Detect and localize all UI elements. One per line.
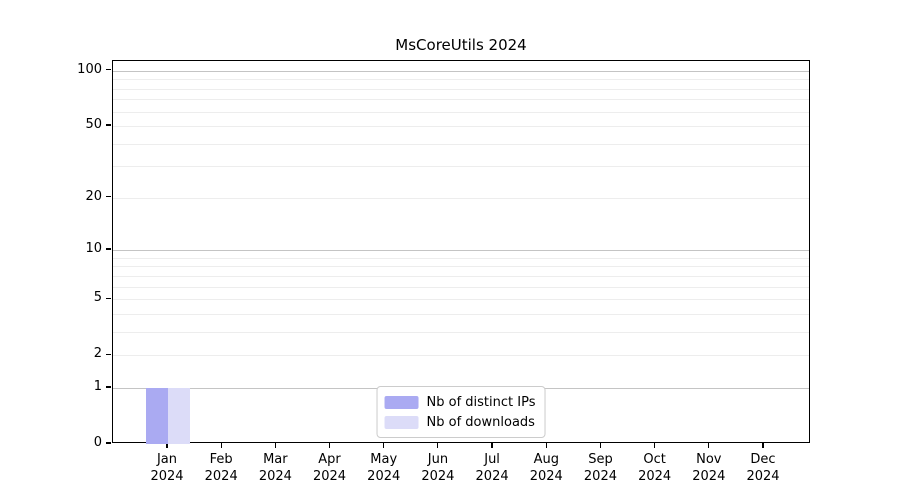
gridline-minor (113, 88, 809, 90)
y-axis-tick-label: 1 (93, 378, 102, 394)
x-axis-tick-label: Feb 2024 (204, 452, 238, 484)
chart-title: MsCoreUtils 2024 (395, 36, 527, 54)
gridline-minor (113, 275, 809, 277)
x-axis-tick-label: Jan 2024 (150, 452, 184, 484)
x-axis-tick (654, 443, 656, 448)
y-axis-tick (106, 386, 111, 388)
y-axis-tick (106, 353, 111, 355)
bar-nb-of-distinct-ips (146, 387, 168, 444)
y-axis-tick (106, 442, 111, 444)
gridline-minor (113, 111, 809, 113)
y-axis-tick-label: 50 (85, 117, 102, 133)
y-axis-tick (106, 248, 111, 250)
y-axis-tick (106, 124, 111, 126)
y-axis-tick (106, 196, 111, 198)
y-axis-tick-label: 100 (77, 61, 102, 77)
y-axis-tick-label: 0 (93, 435, 102, 450)
legend-swatch-distinct-ips (384, 395, 419, 409)
x-axis-tick-label: Jul 2024 (475, 452, 509, 484)
x-axis-tick (491, 443, 493, 448)
x-axis-tick (166, 443, 168, 448)
x-axis-tick (599, 443, 602, 448)
x-axis-tick (274, 443, 276, 448)
gridline-minor (113, 331, 809, 333)
legend-label-distinct-ips: Nb of distinct IPs (426, 394, 536, 410)
y-axis-tick-label: 5 (93, 290, 102, 306)
legend-swatch-downloads (384, 415, 419, 429)
gridline-minor (113, 166, 809, 168)
y-axis-tick-label: 20 (85, 188, 102, 204)
gridline-minor (113, 286, 809, 288)
gridline-minor (113, 99, 809, 101)
gridline-minor (113, 197, 809, 199)
x-axis-tick (220, 443, 222, 448)
gridline-minor (113, 299, 809, 301)
x-axis-tick-label: Dec 2024 (746, 452, 780, 484)
y-axis-tick-label: 2 (93, 346, 102, 362)
legend-label-downloads: Nb of downloads (426, 414, 535, 430)
gridline-minor (113, 313, 809, 315)
gridline-minor (113, 79, 809, 81)
legend-item-distinct-ips: Nb of distinct IPs (384, 392, 536, 412)
x-axis-tick (328, 443, 331, 448)
x-axis-tick (762, 443, 764, 448)
gridline-minor (113, 355, 809, 357)
gridline-major (113, 70, 809, 72)
gridline-minor (113, 143, 809, 145)
y-axis-tick (106, 69, 111, 71)
y-axis-tick (106, 297, 111, 299)
x-axis-tick-label: Mar 2024 (258, 452, 292, 484)
x-axis-tick-label: Sep 2024 (583, 452, 617, 484)
legend-item-downloads: Nb of downloads (384, 412, 536, 432)
gridline-minor (113, 257, 809, 259)
x-axis-tick (708, 443, 710, 448)
x-axis-tick (545, 443, 547, 448)
plot-area: Nb of distinct IPs Nb of downloads (112, 60, 810, 444)
gridline-minor (113, 126, 809, 128)
x-axis-tick (383, 443, 385, 448)
gridline-major (113, 250, 809, 252)
x-axis-tick-label: Oct 2024 (638, 452, 672, 484)
legend: Nb of distinct IPs Nb of downloads (376, 386, 546, 438)
x-axis-tick-label: Nov 2024 (692, 452, 726, 484)
x-axis-tick-label: Aug 2024 (529, 452, 563, 484)
x-axis-tick (437, 443, 439, 448)
y-axis-tick-label: 10 (85, 241, 102, 257)
bar-nb-of-downloads (168, 387, 190, 444)
x-axis-tick-label: Apr 2024 (312, 452, 347, 484)
gridline-minor (113, 266, 809, 268)
x-axis-tick-label: May 2024 (367, 452, 401, 484)
x-axis-tick-label: Jun 2024 (421, 452, 455, 484)
